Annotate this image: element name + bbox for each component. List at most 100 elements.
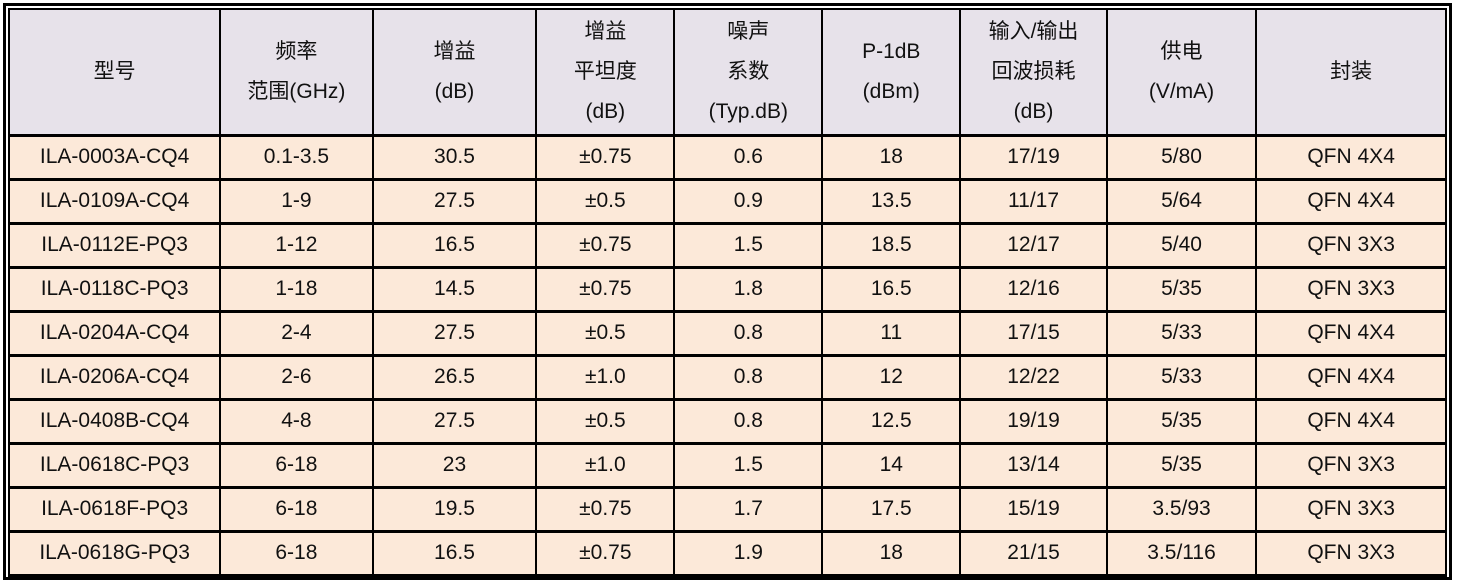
table-row: ILA-0618F-PQ3 6-18 19.5 ±0.75 1.7 17.5 1… xyxy=(7,485,1447,533)
cell-freq-range: 6-18 xyxy=(219,441,374,489)
cell-gain-flatness: ±0.75 xyxy=(535,133,676,181)
cell-gain-flatness: ±0.75 xyxy=(535,485,676,533)
cell-noise-figure: 0.8 xyxy=(673,353,824,401)
cell-freq-range: 1-12 xyxy=(219,221,374,269)
cell-gain: 14.5 xyxy=(371,265,538,313)
header-line: 平坦度 xyxy=(573,59,637,83)
cell-p1db: 12.5 xyxy=(821,397,962,445)
column-header-gain: 增益 (dB) xyxy=(371,8,538,136)
column-header-noise-figure: 噪声 系数 (Typ.dB) xyxy=(673,8,824,136)
cell-freq-range: 1-18 xyxy=(219,265,374,313)
column-header-p1db: P-1dB (dBm) xyxy=(821,8,962,136)
cell-package: QFN 3X3 xyxy=(1255,265,1447,313)
cell-return-loss: 13/14 xyxy=(959,441,1108,489)
header-line: (Typ.dB) xyxy=(708,99,788,123)
header-line: 输入/输出 xyxy=(988,19,1079,43)
header-line: (dB) xyxy=(1013,99,1054,123)
cell-noise-figure: 1.7 xyxy=(673,485,824,533)
cell-gain: 16.5 xyxy=(371,529,538,577)
column-header-return-loss: 输入/输出 回波损耗 (dB) xyxy=(959,8,1108,136)
cell-supply: 5/35 xyxy=(1105,397,1258,445)
cell-gain-flatness: ±0.5 xyxy=(535,309,676,357)
cell-freq-range: 2-4 xyxy=(219,309,374,357)
cell-supply: 5/40 xyxy=(1105,221,1258,269)
cell-package: QFN 3X3 xyxy=(1255,485,1447,533)
header-line: 增益 xyxy=(433,39,476,63)
cell-return-loss: 21/15 xyxy=(959,529,1108,577)
cell-model: ILA-0408B-CQ4 xyxy=(7,397,222,445)
cell-model: ILA-0118C-PQ3 xyxy=(7,265,222,313)
cell-return-loss: 15/19 xyxy=(959,485,1108,533)
cell-noise-figure: 1.5 xyxy=(673,221,824,269)
cell-supply: 3.5/93 xyxy=(1105,485,1258,533)
column-header-gain-flatness: 增益 平坦度 (dB) xyxy=(535,8,676,136)
header-line: (dB) xyxy=(434,79,475,103)
header-line: 频率 xyxy=(275,39,318,63)
cell-package: QFN 4X4 xyxy=(1255,309,1447,357)
cell-return-loss: 12/17 xyxy=(959,221,1108,269)
cell-supply: 5/35 xyxy=(1105,265,1258,313)
header-line: 供电 xyxy=(1160,39,1203,63)
cell-supply: 5/64 xyxy=(1105,177,1258,225)
cell-model: ILA-0618F-PQ3 xyxy=(7,485,222,533)
cell-gain-flatness: ±0.5 xyxy=(535,177,676,225)
cell-noise-figure: 1.9 xyxy=(673,529,824,577)
header-line: 型号 xyxy=(93,59,136,83)
cell-return-loss: 11/17 xyxy=(959,177,1108,225)
amplifier-spec-table: 型号 频率 范围(GHz) 增益 (dB) 增益 平坦度 (dB) xyxy=(7,8,1447,577)
cell-gain-flatness: ±0.75 xyxy=(535,221,676,269)
header-line: 噪声 xyxy=(727,19,770,43)
cell-model: ILA-0003A-CQ4 xyxy=(7,133,222,181)
cell-model: ILA-0112E-PQ3 xyxy=(7,221,222,269)
cell-noise-figure: 1.8 xyxy=(673,265,824,313)
cell-noise-figure: 0.9 xyxy=(673,177,824,225)
cell-package: QFN 3X3 xyxy=(1255,441,1447,489)
cell-supply: 5/35 xyxy=(1105,441,1258,489)
cell-gain: 26.5 xyxy=(371,353,538,401)
cell-noise-figure: 0.8 xyxy=(673,309,824,357)
cell-gain: 19.5 xyxy=(371,485,538,533)
table-body: ILA-0003A-CQ4 0.1-3.5 30.5 ±0.75 0.6 18 … xyxy=(7,133,1447,577)
cell-supply: 5/33 xyxy=(1105,309,1258,357)
cell-model: ILA-0206A-CQ4 xyxy=(7,353,222,401)
header-line: P-1dB xyxy=(862,39,921,63)
cell-gain-flatness: ±0.5 xyxy=(535,397,676,445)
table-row: ILA-0003A-CQ4 0.1-3.5 30.5 ±0.75 0.6 18 … xyxy=(7,133,1447,181)
cell-gain: 27.5 xyxy=(371,177,538,225)
cell-freq-range: 2-6 xyxy=(219,353,374,401)
table-header: 型号 频率 范围(GHz) 增益 (dB) 增益 平坦度 (dB) xyxy=(7,8,1447,136)
cell-gain: 23 xyxy=(371,441,538,489)
cell-p1db: 12 xyxy=(821,353,962,401)
header-line: 增益 xyxy=(584,19,627,43)
table-row: ILA-0618C-PQ3 6-18 23 ±1.0 1.5 14 13/14 … xyxy=(7,441,1447,489)
cell-p1db: 18 xyxy=(821,133,962,181)
cell-freq-range: 6-18 xyxy=(219,485,374,533)
cell-freq-range: 4-8 xyxy=(219,397,374,445)
cell-return-loss: 17/19 xyxy=(959,133,1108,181)
cell-gain: 16.5 xyxy=(371,221,538,269)
table-row: ILA-0206A-CQ4 2-6 26.5 ±1.0 0.8 12 12/22… xyxy=(7,353,1447,401)
cell-package: QFN 4X4 xyxy=(1255,177,1447,225)
column-header-package: 封装 xyxy=(1255,8,1447,136)
cell-gain: 30.5 xyxy=(371,133,538,181)
spec-table-frame: 型号 频率 范围(GHz) 增益 (dB) 增益 平坦度 (dB) xyxy=(3,3,1452,580)
cell-gain-flatness: ±1.0 xyxy=(535,353,676,401)
cell-noise-figure: 1.5 xyxy=(673,441,824,489)
table-row: ILA-0112E-PQ3 1-12 16.5 ±0.75 1.5 18.5 1… xyxy=(7,221,1447,269)
header-line: (dB) xyxy=(585,99,626,123)
cell-p1db: 18 xyxy=(821,529,962,577)
cell-return-loss: 12/22 xyxy=(959,353,1108,401)
table-row: ILA-0109A-CQ4 1-9 27.5 ±0.5 0.9 13.5 11/… xyxy=(7,177,1447,225)
cell-model: ILA-0618G-PQ3 xyxy=(7,529,222,577)
header-line: 范围(GHz) xyxy=(247,79,346,103)
cell-model: ILA-0618C-PQ3 xyxy=(7,441,222,489)
cell-freq-range: 0.1-3.5 xyxy=(219,133,374,181)
table-row: ILA-0118C-PQ3 1-18 14.5 ±0.75 1.8 16.5 1… xyxy=(7,265,1447,313)
table-row: ILA-0204A-CQ4 2-4 27.5 ±0.5 0.8 11 17/15… xyxy=(7,309,1447,357)
table-row: ILA-0618G-PQ3 6-18 16.5 ±0.75 1.9 18 21/… xyxy=(7,529,1447,577)
cell-package: QFN 3X3 xyxy=(1255,221,1447,269)
cell-supply: 5/33 xyxy=(1105,353,1258,401)
cell-p1db: 18.5 xyxy=(821,221,962,269)
header-line: (dBm) xyxy=(862,79,920,103)
